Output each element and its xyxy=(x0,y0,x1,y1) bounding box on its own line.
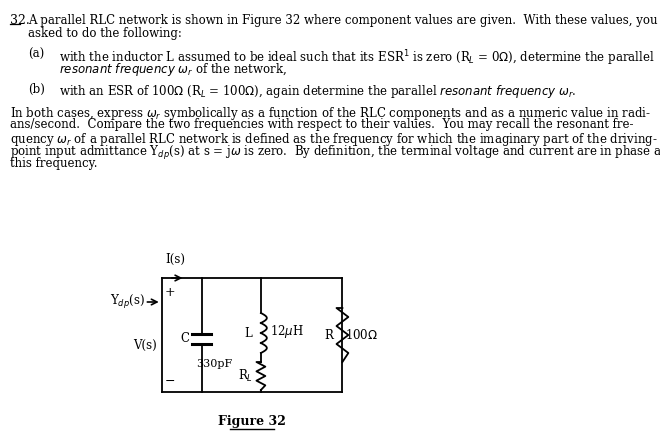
Text: point input admittance Y$_{dp}$(s) at s = j$\omega$ is zero.  By definition, the: point input admittance Y$_{dp}$(s) at s … xyxy=(11,144,660,162)
Text: 32.: 32. xyxy=(11,14,30,27)
Text: 100$\Omega$: 100$\Omega$ xyxy=(345,328,378,342)
Text: asked to do the following:: asked to do the following: xyxy=(28,27,182,40)
Text: with an ESR of 100$\Omega$ (R$_L$ = 100$\Omega$), again determine the parallel $: with an ESR of 100$\Omega$ (R$_L$ = 100$… xyxy=(59,83,577,100)
Text: In both cases, express $\omega_r$ symbolically as a function of the RLC componen: In both cases, express $\omega_r$ symbol… xyxy=(11,105,651,122)
Text: I(s): I(s) xyxy=(165,253,185,266)
Text: Figure 32: Figure 32 xyxy=(218,415,286,428)
Text: ans/second.  Compare the two frequencies with respect to their values.  You may : ans/second. Compare the two frequencies … xyxy=(11,118,634,131)
Text: +: + xyxy=(164,286,175,299)
Text: with the inductor L assumed to be ideal such that its ESR$^1$ is zero (R$_L$ = 0: with the inductor L assumed to be ideal … xyxy=(59,48,655,68)
Text: this frequency.: this frequency. xyxy=(11,157,98,170)
Text: R$_L$: R$_L$ xyxy=(238,368,253,384)
Text: R: R xyxy=(325,329,333,341)
Text: $\it{resonant\ frequency}$ $\omega_r$ of the network,: $\it{resonant\ frequency}$ $\omega_r$ of… xyxy=(59,61,287,78)
Text: V(s): V(s) xyxy=(133,338,157,352)
Text: A parallel RLC network is shown in Figure 32 where component values are given.  : A parallel RLC network is shown in Figur… xyxy=(28,14,660,27)
Text: (a): (a) xyxy=(28,48,44,61)
Text: C: C xyxy=(180,331,189,345)
Text: −: − xyxy=(164,375,175,388)
Text: 330pF: 330pF xyxy=(195,359,232,369)
Text: 12$\mu$H: 12$\mu$H xyxy=(270,323,304,340)
Text: quency $\omega_r$ of a parallel RLC network is defined as the frequency for whic: quency $\omega_r$ of a parallel RLC netw… xyxy=(11,131,658,148)
Text: (b): (b) xyxy=(28,83,45,96)
Text: Y$_{dp}$(s): Y$_{dp}$(s) xyxy=(110,293,145,311)
Text: L: L xyxy=(244,326,252,340)
